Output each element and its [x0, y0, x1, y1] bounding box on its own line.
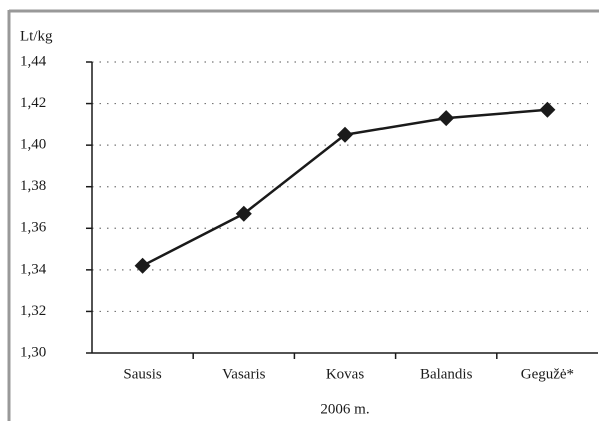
y-tick-label: 1,40 [20, 137, 46, 153]
x-axis-label: 2006 m. [320, 401, 369, 417]
y-tick-label: 1,32 [20, 303, 46, 319]
y-axis-label: Lt/kg [20, 28, 53, 44]
y-tick-label: 1,38 [20, 178, 46, 194]
y-tick-label: 1,30 [20, 344, 46, 360]
marker [235, 205, 252, 222]
y-tick-label: 1,44 [20, 53, 47, 69]
y-tick-label: 1,36 [20, 220, 47, 236]
x-tick-label: Sausis [123, 366, 162, 382]
x-tick-label: Kovas [326, 366, 364, 382]
x-tick-label: Balandis [420, 366, 473, 382]
marker [337, 126, 353, 143]
y-tick-label: 1,42 [20, 95, 46, 111]
marker [438, 110, 455, 127]
x-tick-label: Gegužė* [521, 366, 574, 382]
marker [134, 257, 151, 274]
x-tick-label: Vasaris [222, 366, 265, 382]
y-tick-label: 1,34 [20, 261, 47, 277]
marker [539, 101, 556, 118]
